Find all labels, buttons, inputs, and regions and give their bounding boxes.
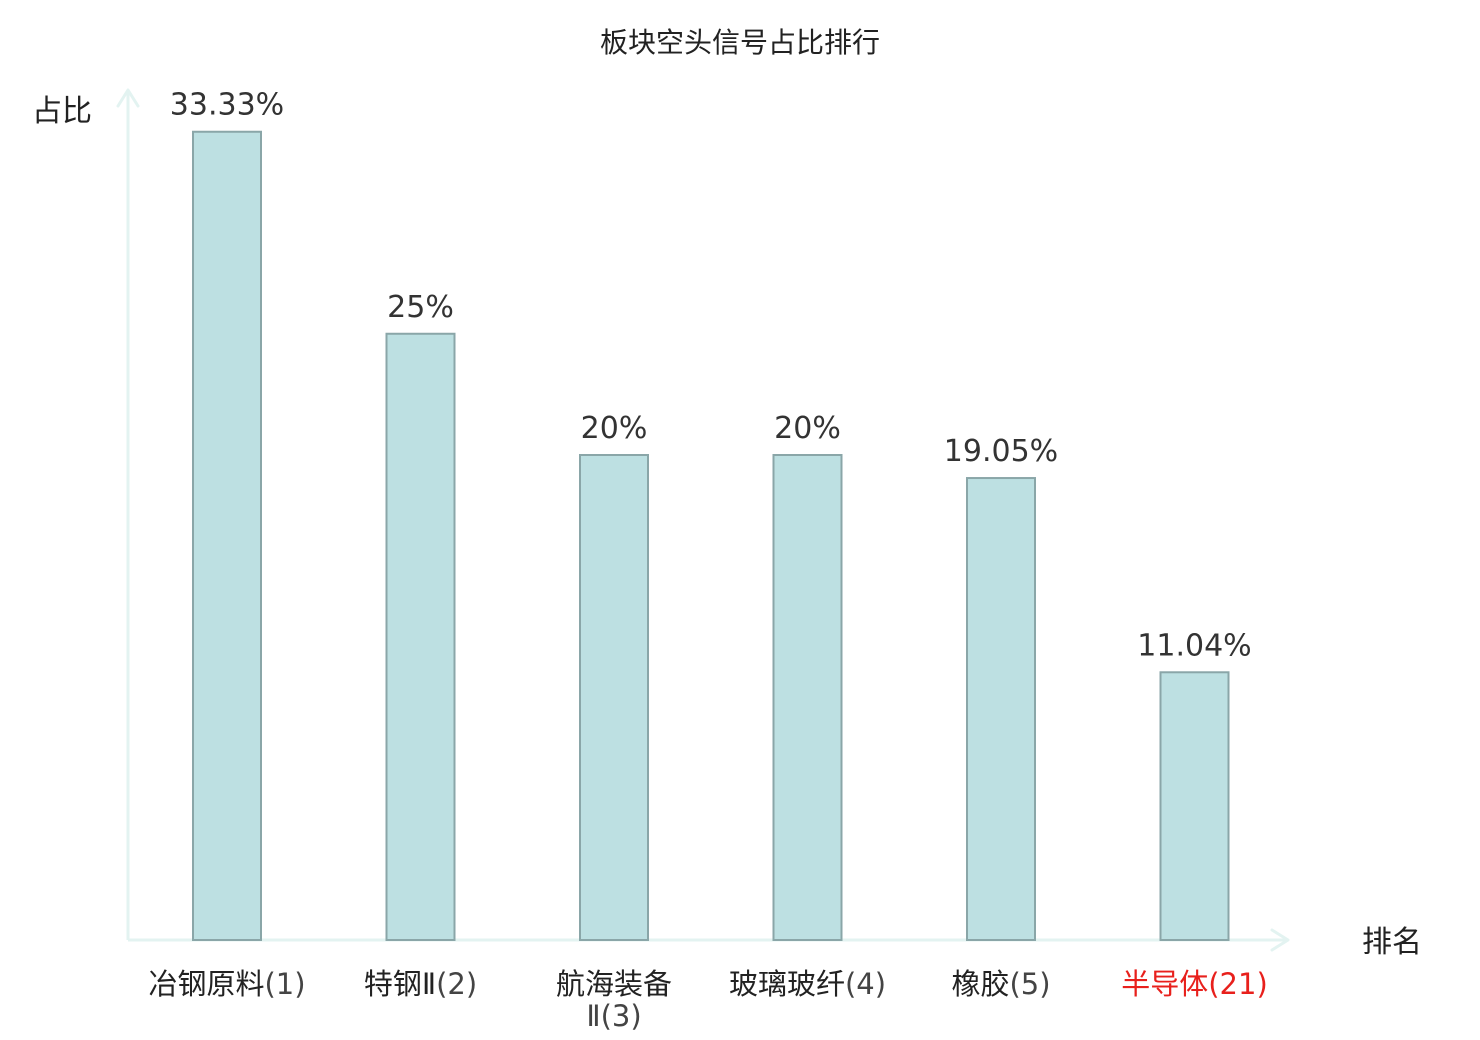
bar-6: [1159, 671, 1230, 942]
value-label-5: 19.05%: [944, 434, 1058, 469]
y-axis-label: 占比: [32, 94, 92, 129]
chart-title: 板块空头信号占比排行: [600, 26, 880, 59]
category-label-5: 橡胶(5): [951, 967, 1050, 1001]
value-label-1: 33.33%: [170, 88, 284, 123]
bar-5: [966, 477, 1036, 941]
x-axis-arrow-icon: [1270, 928, 1290, 952]
category-label-2: 特钢Ⅱ(2): [364, 967, 477, 1001]
category-label-6: 半导体(21): [1121, 967, 1268, 1001]
category-label-4: 玻璃玻纤(4): [729, 967, 886, 1001]
category-label-1: 冶钢原料(1): [148, 967, 305, 1001]
value-label-6: 11.04%: [1137, 628, 1251, 663]
value-labels: 33.33% 25% 20% 20% 19.05% 11.04%: [170, 88, 1252, 664]
y-axis-arrow-icon: [116, 88, 140, 108]
bars: [192, 130, 1230, 942]
bar-1: [192, 130, 262, 941]
value-label-2: 25%: [387, 290, 454, 325]
bar-2: [385, 332, 456, 941]
category-label-3: 航海装备: [556, 967, 672, 1001]
x-axis: [128, 928, 1290, 952]
category-rank-3: Ⅱ(3): [586, 999, 641, 1033]
bar-3: [579, 454, 649, 941]
value-label-3: 20%: [581, 411, 648, 446]
bar-4: [772, 454, 843, 941]
value-label-4: 20%: [774, 411, 841, 446]
y-axis: [116, 88, 140, 940]
x-axis-label: 排名: [1362, 925, 1422, 960]
